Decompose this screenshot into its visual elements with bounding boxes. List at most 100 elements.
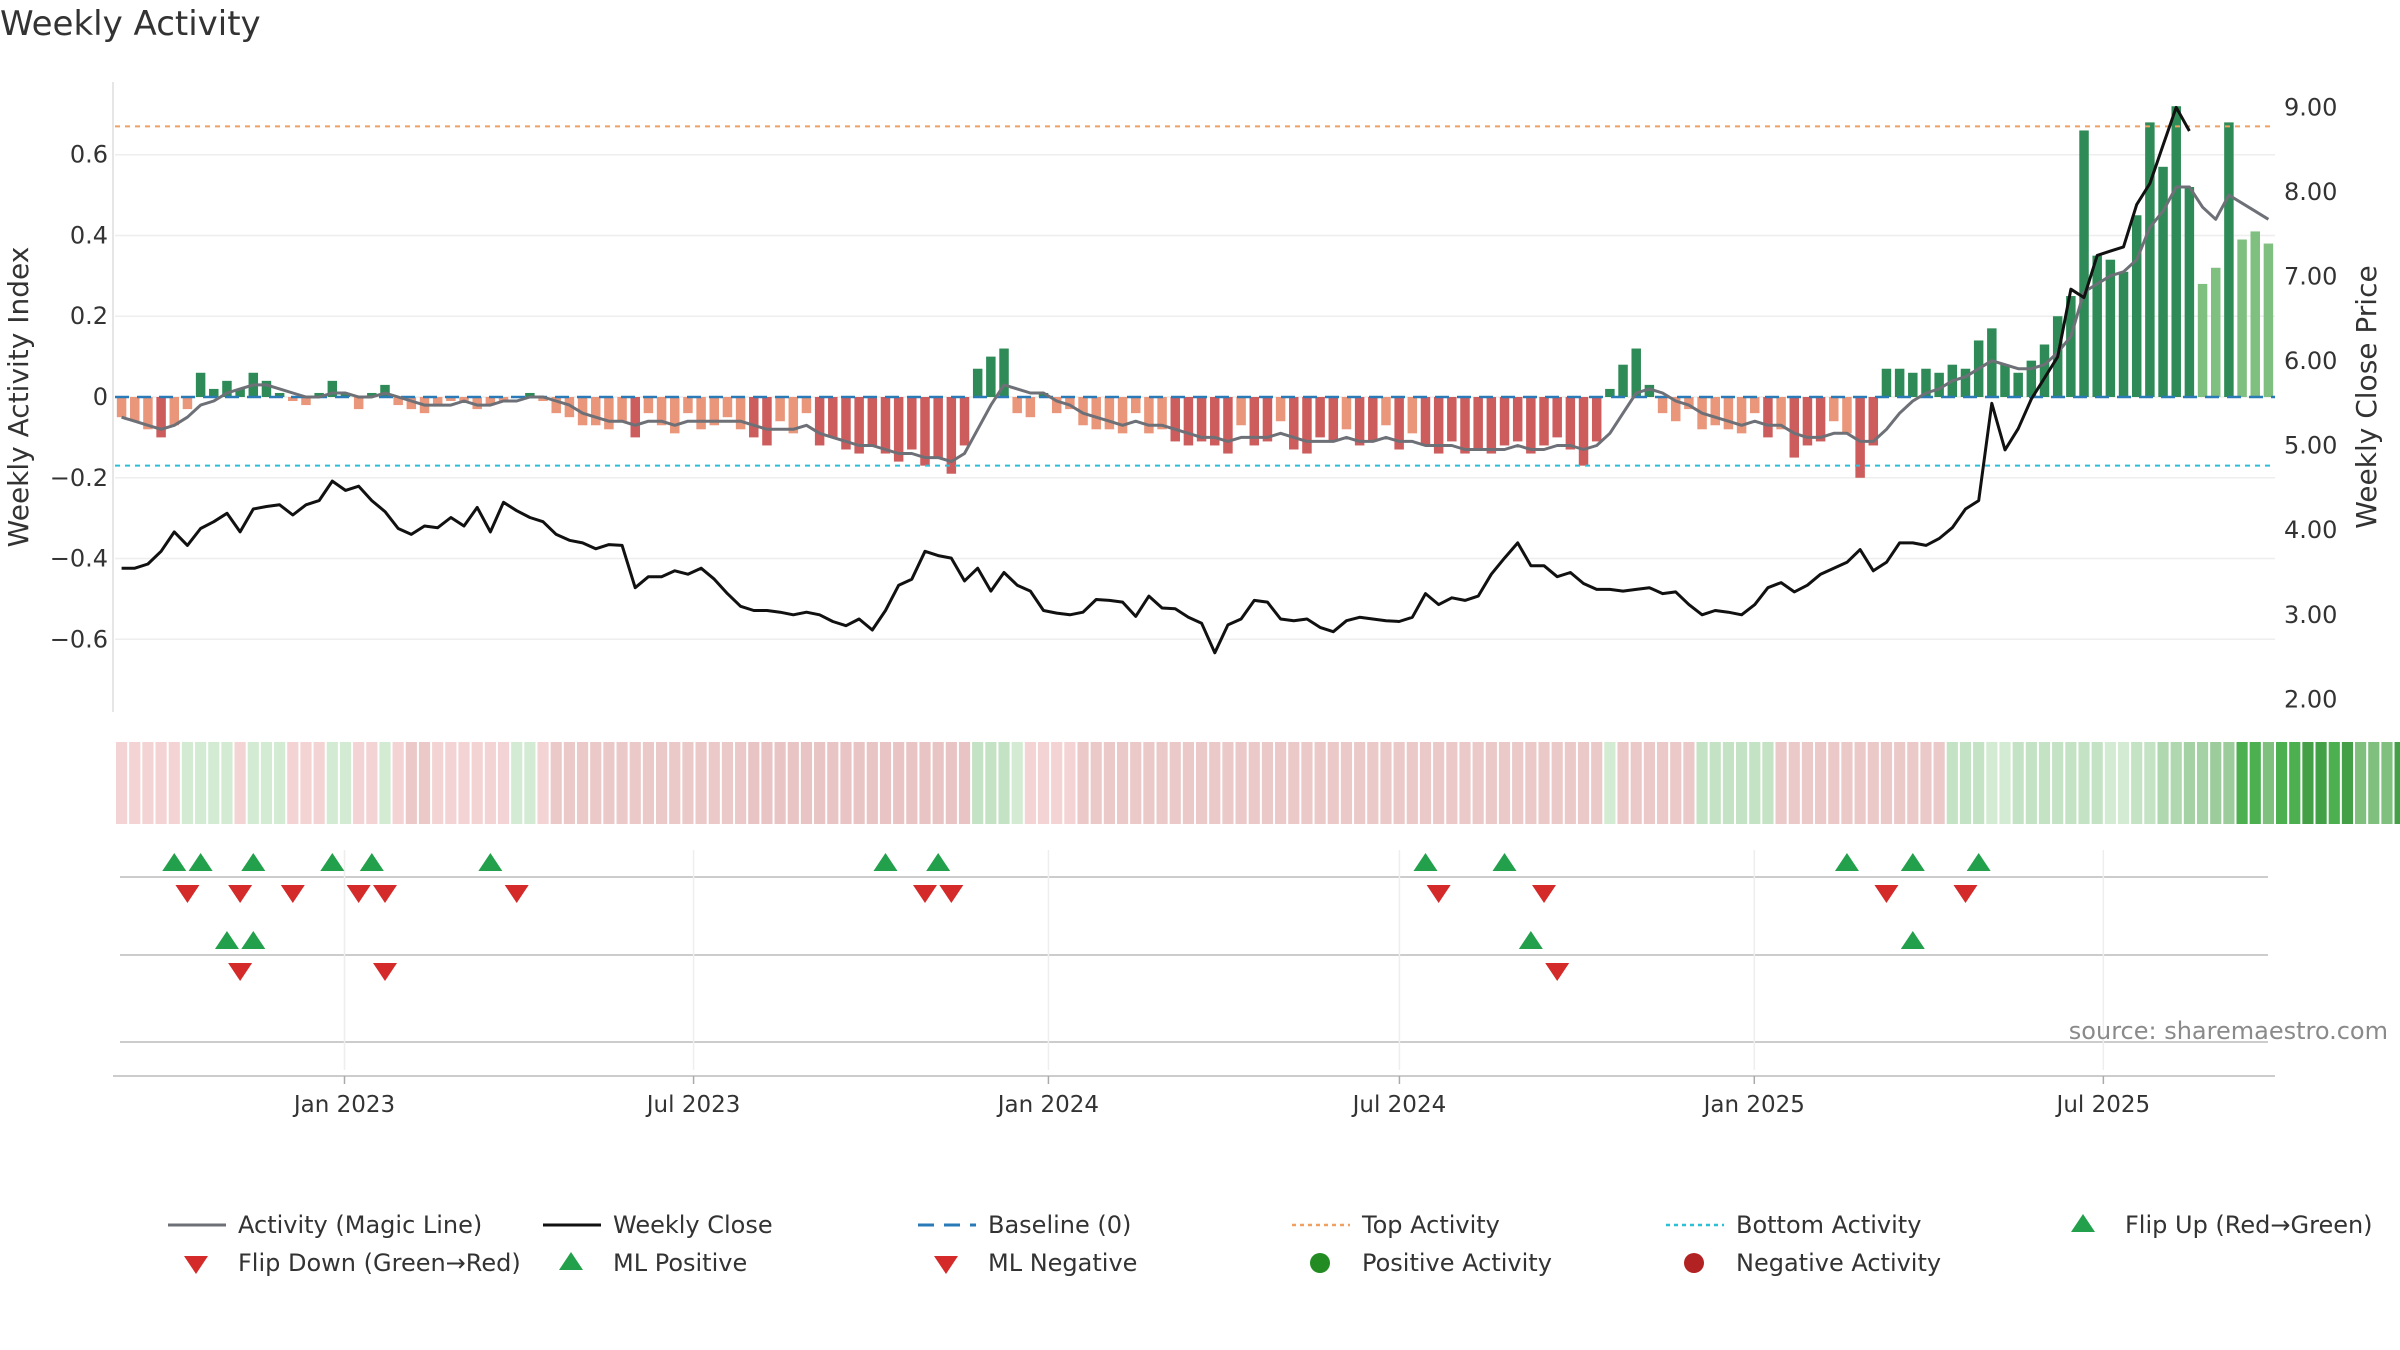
- activity-bar: [1736, 397, 1747, 434]
- strip-cell: [1736, 742, 1748, 824]
- strip-cell: [379, 742, 391, 824]
- strip-cell: [1037, 742, 1050, 824]
- activity-bar: [1486, 397, 1497, 454]
- strip-cell: [629, 742, 641, 824]
- activity-bar: [288, 397, 298, 402]
- strip-cell: [1143, 742, 1155, 824]
- strip-cell: [1275, 742, 1287, 824]
- activity-bar: [2013, 372, 2023, 397]
- strip-cell: [1380, 742, 1392, 824]
- strip-cell: [2355, 742, 2367, 824]
- activity-bar: [2210, 267, 2221, 397]
- strip-cell: [2315, 742, 2327, 824]
- strip-cell: [2091, 742, 2103, 824]
- strip-cell: [576, 742, 589, 824]
- strip-cell: [1775, 742, 1787, 824]
- activity-bar: [1789, 397, 1800, 458]
- strip-cell: [1090, 742, 1102, 824]
- strip-cell: [1880, 742, 1893, 824]
- strip-cell: [1551, 742, 1563, 824]
- activity-bar: [1341, 397, 1352, 430]
- activity-bar: [1539, 397, 1549, 446]
- activity-bar: [1710, 397, 1720, 426]
- strip-cell: [2289, 742, 2301, 824]
- activity-bar: [1921, 368, 1931, 397]
- flip-down-marker: [1426, 885, 1451, 903]
- strip-cell: [1683, 742, 1695, 824]
- strip-cell: [906, 742, 918, 824]
- activity-bar: [1407, 397, 1418, 434]
- source-credit: source: sharemaestro.com: [2069, 1017, 2388, 1045]
- strip-cell: [1604, 742, 1616, 824]
- activity-heat-strip: [116, 742, 2400, 824]
- y2-tick-label: 6.00: [2284, 347, 2337, 375]
- x-tick-label: Jan 2023: [292, 1092, 395, 1118]
- strip-cell: [1709, 742, 1721, 824]
- strip-cell: [2249, 742, 2261, 824]
- strip-cell: [511, 742, 523, 824]
- strip-cell: [274, 742, 286, 824]
- activity-bar: [1644, 384, 1655, 397]
- flip-up-marker: [926, 853, 951, 871]
- strip-cell: [1696, 742, 1708, 824]
- y-tick-label: 0.6: [70, 141, 108, 169]
- flip-up-marker: [359, 853, 384, 871]
- activity-bar: [1196, 397, 1207, 442]
- strip-cell: [972, 742, 984, 824]
- activity-bar: [2263, 243, 2274, 397]
- activity-bar: [1078, 397, 1088, 426]
- strip-cell: [1841, 742, 1853, 824]
- flip-down-marker: [939, 885, 964, 903]
- activity-bar: [749, 397, 759, 438]
- flip-up-marker: [1900, 931, 1925, 949]
- strip-cell: [1314, 742, 1326, 824]
- activity-bar: [1236, 397, 1246, 426]
- activity-bar: [1473, 397, 1483, 450]
- strip-cell: [1011, 742, 1023, 824]
- strip-cell: [2341, 742, 2354, 824]
- activity-bar: [169, 397, 180, 426]
- y2-tick-label: 3.00: [2284, 601, 2337, 629]
- legend-label: ML Positive: [613, 1249, 747, 1277]
- strip-cell: [1867, 742, 1879, 824]
- strip-cell: [761, 742, 773, 824]
- strip-cell: [682, 742, 694, 824]
- strip-cell: [287, 742, 299, 824]
- activity-bar: [1381, 397, 1391, 426]
- strip-cell: [1512, 742, 1524, 824]
- activity-bar: [2184, 187, 2195, 397]
- activity-bar: [920, 397, 930, 466]
- activity-bars: [116, 106, 2274, 478]
- activity-bar: [143, 397, 153, 430]
- strip-cell: [1538, 742, 1550, 824]
- activity-bar: [1526, 397, 1536, 454]
- legend-item: Activity (Magic Line): [168, 1211, 482, 1239]
- activity-bar: [2158, 166, 2168, 397]
- flip-down-marker: [1874, 885, 1899, 903]
- strip-cell: [2328, 742, 2340, 824]
- y2-tick-label: 4.00: [2284, 516, 2337, 544]
- strip-cell: [2144, 742, 2156, 824]
- strip-cell: [1288, 742, 1300, 824]
- activity-bar: [116, 397, 127, 418]
- flip-up-marker: [214, 931, 239, 949]
- activity-bar: [156, 397, 166, 438]
- strip-cell: [1235, 742, 1247, 824]
- strip-cell: [2038, 742, 2051, 824]
- strip-cell: [1591, 742, 1603, 824]
- strip-cell: [1959, 742, 1972, 824]
- strip-cell: [590, 742, 602, 824]
- strip-cell: [787, 742, 799, 824]
- flip-down-marker: [913, 885, 937, 903]
- strip-cell: [1933, 742, 1945, 824]
- activity-bar: [590, 397, 601, 426]
- strip-cell: [879, 742, 892, 824]
- activity-bar: [2066, 296, 2076, 397]
- activity-bar: [2171, 106, 2181, 397]
- activity-bar: [1657, 397, 1668, 414]
- activity-bar: [801, 397, 812, 414]
- strip-cell: [353, 742, 365, 824]
- strip-cell: [247, 742, 259, 824]
- x-axis: Jan 2023 Jul 2023 Jan 2024 Jul 2024 Jan 2025…: [113, 1075, 2275, 1118]
- strip-cell: [748, 742, 760, 824]
